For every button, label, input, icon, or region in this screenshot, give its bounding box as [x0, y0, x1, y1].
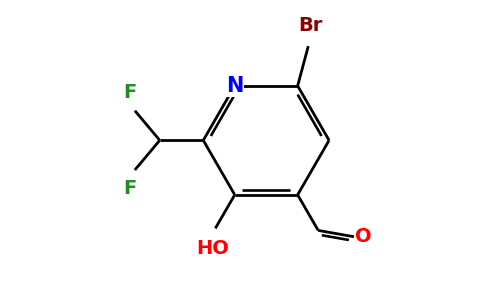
Text: Br: Br: [299, 16, 323, 35]
Text: HO: HO: [197, 239, 229, 258]
Text: O: O: [355, 227, 372, 246]
Text: F: F: [123, 179, 136, 198]
Text: N: N: [226, 76, 243, 96]
Text: F: F: [123, 83, 136, 102]
